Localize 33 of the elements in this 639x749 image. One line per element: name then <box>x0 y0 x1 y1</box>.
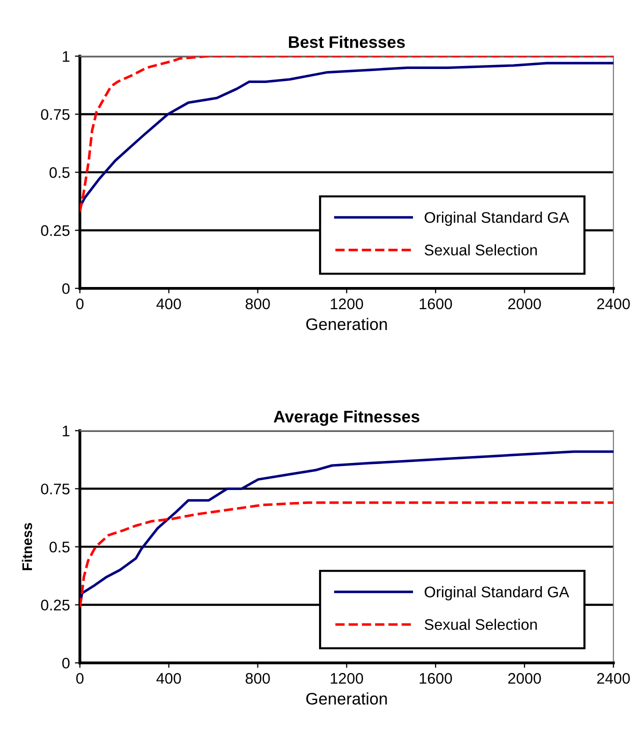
x-tick-label: 2000 <box>508 298 541 310</box>
legend-label: Original Standard GA <box>424 212 570 226</box>
x-axis-title: Generation <box>306 692 387 705</box>
x-axis-title: Generation <box>306 318 387 330</box>
y-tick-label: 0.25 <box>41 600 70 611</box>
y-tick-label: 0 <box>62 658 70 669</box>
legend-label: Sexual Selection <box>424 618 537 630</box>
x-tick-label: 0 <box>76 672 84 684</box>
y-tick-label: 0.25 <box>41 225 70 236</box>
y-tick-label: 0.5 <box>50 167 70 178</box>
x-tick-label: 1200 <box>330 672 364 684</box>
y-tick-label: 0 <box>62 283 70 294</box>
x-tick-label: 2400 <box>597 672 630 684</box>
x-tick-label: 400 <box>156 672 181 684</box>
y-tick-label: 1 <box>62 426 70 436</box>
y-tick-label: 0.75 <box>41 109 70 120</box>
legend-label: Original Standard GA <box>424 586 570 600</box>
x-tick-label: 400 <box>156 298 181 310</box>
chart-title: Best Fitnesses <box>288 36 405 48</box>
x-tick-label: 0 <box>76 298 84 310</box>
x-tick-label: 800 <box>246 672 270 684</box>
y-axis-title: Fitness <box>22 523 32 570</box>
x-tick-label: 2400 <box>597 298 630 310</box>
legend-label: Sexual Selection <box>424 244 537 256</box>
x-tick-label: 1200 <box>330 298 364 310</box>
y-tick-label: 0.5 <box>50 542 70 552</box>
chart-title: Average Fitnesses <box>274 410 420 426</box>
x-tick-label: 2000 <box>508 672 541 684</box>
x-tick-label: 800 <box>246 298 270 310</box>
y-tick-label: 0.75 <box>41 484 70 494</box>
x-tick-label: 1600 <box>420 672 452 684</box>
x-tick-label: 1600 <box>420 298 452 310</box>
y-tick-label: 1 <box>62 51 70 62</box>
